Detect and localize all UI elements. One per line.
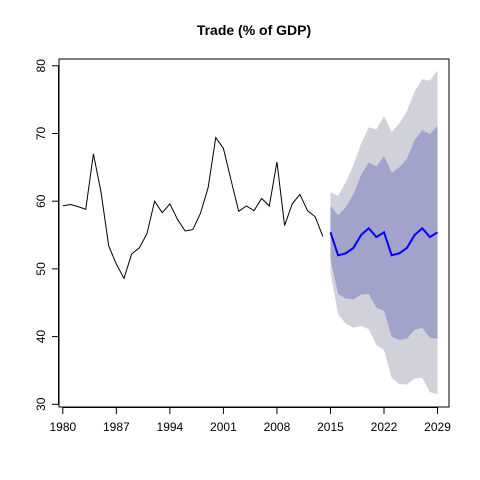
x-tick-label: 2022: [371, 420, 398, 434]
forecast-line: [329, 226, 439, 257]
x-tick-label: 1994: [157, 420, 184, 434]
y-axis: 30 40 50 60 70 80: [34, 59, 59, 411]
y-tick-label: 50: [34, 262, 48, 276]
chart-title: Trade (% of GDP): [197, 22, 311, 38]
x-tick-label: 2015: [317, 420, 344, 434]
x-axis: 1980 1987 1994 2001 2008 2015 2022 2029: [49, 407, 451, 434]
y-tick-label: 70: [34, 126, 48, 140]
y-tick-label: 30: [34, 397, 48, 411]
x-tick-label: 2001: [210, 420, 237, 434]
series-lines: [62, 136, 439, 280]
x-tick-label: 1987: [103, 420, 130, 434]
x-tick-label: 2008: [264, 420, 291, 434]
x-tick-label: 2029: [424, 420, 451, 434]
y-tick-label: 80: [34, 59, 48, 73]
y-tick-label: 60: [34, 194, 48, 208]
y-tick-label: 40: [34, 330, 48, 344]
history-line: [62, 136, 324, 280]
x-tick-label: 1980: [49, 420, 76, 434]
